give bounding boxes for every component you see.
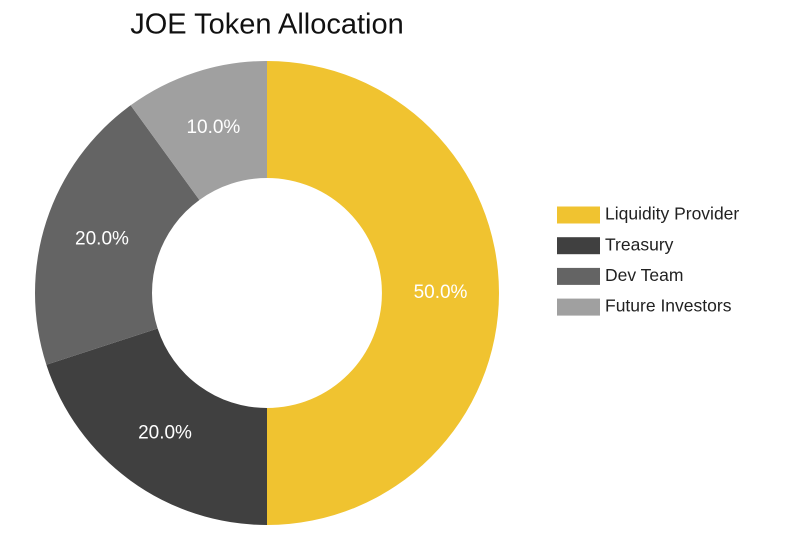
legend-swatch <box>557 237 600 255</box>
value-label: 10.0% <box>186 117 240 138</box>
value-label: 20.0% <box>75 228 129 249</box>
legend-label: Treasury <box>605 234 674 254</box>
chart-title: JOE Token Allocation <box>130 9 404 41</box>
legend-label: Dev Team <box>605 265 683 285</box>
value-label: 20.0% <box>138 422 192 443</box>
legend-swatch <box>557 267 600 285</box>
value-label: 50.0% <box>414 282 468 303</box>
slice <box>267 61 499 525</box>
slice <box>46 328 267 525</box>
legend-label: Future Investors <box>605 296 732 316</box>
legend-swatch <box>557 206 600 224</box>
slice <box>34 105 200 365</box>
legend-swatch <box>557 298 600 316</box>
slice <box>130 60 267 200</box>
legend-label: Liquidity Provider <box>605 204 739 224</box>
